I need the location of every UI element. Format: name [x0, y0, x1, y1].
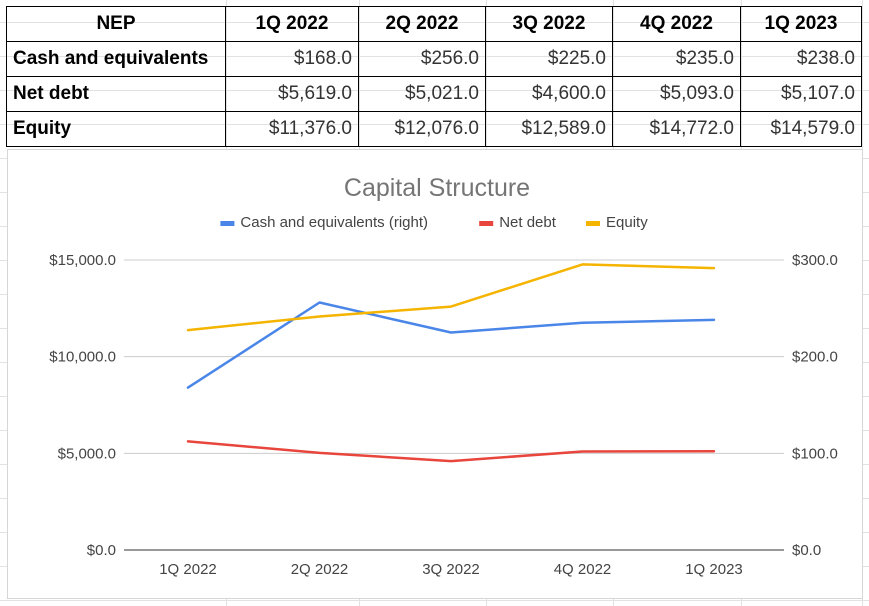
row-label-cash[interactable]: Cash and equivalents — [6, 41, 226, 77]
legend-label: Net debt — [499, 214, 557, 231]
series-line — [186, 263, 716, 332]
chart-title: Capital Structure — [344, 174, 530, 202]
table-cell[interactable]: $238.0 — [740, 41, 862, 77]
table-row: Cash and equivalents $168.0 $256.0 $225.… — [6, 41, 862, 77]
row-label-net-debt[interactable]: Net debt — [6, 76, 226, 112]
table-header-row: NEP 1Q 2022 2Q 2022 3Q 2022 4Q 2022 1Q 2… — [6, 6, 862, 42]
chart-container[interactable]: Capital Structure Cash and equivalents (… — [7, 149, 863, 599]
table-header-cell[interactable]: 2Q 2022 — [358, 6, 486, 42]
y-right-tick-label: $200.0 — [792, 349, 838, 366]
table-cell[interactable]: $5,107.0 — [740, 76, 862, 112]
x-tick-label: 1Q 2023 — [685, 561, 743, 578]
x-tick-label: 4Q 2022 — [554, 561, 612, 578]
y-right-tick-label: $100.0 — [792, 445, 838, 462]
x-tick-label: 2Q 2022 — [291, 561, 349, 578]
x-tick-label: 3Q 2022 — [422, 561, 480, 578]
table-cell[interactable]: $168.0 — [225, 41, 359, 77]
table-cell[interactable]: $14,772.0 — [612, 111, 741, 147]
legend-swatch — [479, 221, 494, 226]
chart-legend: Cash and equivalents (right) Net debt Equi… — [220, 214, 648, 231]
table-cell[interactable]: $12,589.0 — [485, 111, 613, 147]
y-left-tick-label: $15,000.0 — [49, 252, 116, 269]
legend-label: Cash and equivalents (right) — [240, 214, 428, 231]
y-left-tick-label: $5,000.0 — [58, 445, 116, 462]
table-cell[interactable]: $5,619.0 — [225, 76, 359, 112]
y-left-tick-label: $0.0 — [87, 542, 116, 559]
y-right-tick-label: $300.0 — [792, 252, 838, 269]
sheet-row-line — [0, 600, 869, 601]
y-right-tick-label: $0.0 — [792, 542, 821, 559]
table-header-cell[interactable]: 1Q 2022 — [225, 6, 359, 42]
x-tick-label: 1Q 2022 — [159, 561, 217, 578]
table-cell[interactable]: $4,600.0 — [485, 76, 613, 112]
table-cell[interactable]: $5,093.0 — [612, 76, 741, 112]
table-cell[interactable]: $12,076.0 — [358, 111, 486, 147]
series-line — [186, 440, 716, 463]
table-row: Net debt $5,619.0 $5,021.0 $4,600.0 $5,0… — [6, 76, 862, 112]
capital-structure-chart: Capital Structure Cash and equivalents (… — [49, 174, 838, 578]
table-cell[interactable]: $225.0 — [485, 41, 613, 77]
legend-label: Equity — [606, 214, 648, 231]
row-label-equity[interactable]: Equity — [6, 111, 226, 147]
table-header-cell[interactable]: 4Q 2022 — [612, 6, 741, 42]
legend-swatch — [220, 221, 235, 226]
table-header-cell[interactable]: 3Q 2022 — [485, 6, 613, 42]
series-line — [186, 301, 716, 389]
table-cell[interactable]: $11,376.0 — [225, 111, 359, 147]
table-cell[interactable]: $256.0 — [358, 41, 486, 77]
chart-axes: $0.0 $5,000.0 $10,000.0 $15,000.0 $0.0 $100.0… — [49, 252, 838, 578]
table-cell[interactable]: $5,021.0 — [358, 76, 486, 112]
data-table: NEP 1Q 2022 2Q 2022 3Q 2022 4Q 2022 1Q 2… — [6, 6, 862, 147]
table-cell[interactable]: $14,579.0 — [740, 111, 862, 147]
table-header-cell[interactable]: 1Q 2023 — [740, 6, 862, 42]
chart-gridlines — [124, 259, 784, 551]
chart-series — [186, 263, 716, 463]
y-left-tick-label: $10,000.0 — [49, 349, 116, 366]
table-header-cell[interactable]: NEP — [6, 6, 226, 42]
table-cell[interactable]: $235.0 — [612, 41, 741, 77]
legend-swatch — [586, 221, 600, 226]
table-row: Equity $11,376.0 $12,076.0 $12,589.0 $14… — [6, 111, 862, 147]
